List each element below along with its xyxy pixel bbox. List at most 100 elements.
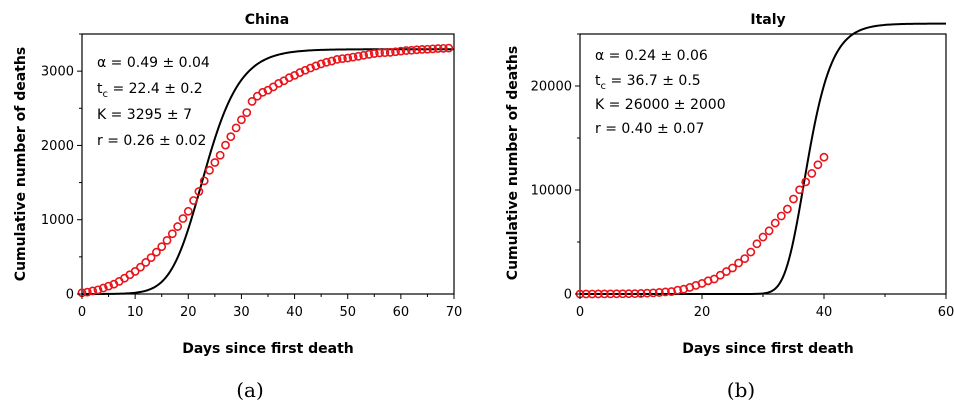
data-point — [104, 281, 113, 291]
data-point — [327, 56, 337, 66]
data-point — [375, 48, 384, 58]
x-axis-label: Days since first death — [682, 341, 854, 357]
x-tick-label: 40 — [816, 305, 833, 320]
data-point — [648, 288, 658, 298]
data-point — [199, 176, 209, 186]
data-point — [600, 289, 609, 299]
data-point — [819, 152, 829, 162]
data-point — [667, 287, 676, 296]
data-point — [194, 187, 204, 196]
x-tick-label: 30 — [233, 305, 250, 320]
data-point — [752, 239, 762, 249]
data-point — [369, 49, 379, 58]
data-point — [242, 108, 252, 117]
fit-curve — [580, 22, 947, 295]
data-point — [237, 115, 246, 125]
data-point — [311, 61, 321, 71]
data-point — [758, 232, 768, 242]
data-point — [801, 177, 811, 187]
data-point — [157, 242, 167, 252]
data-point — [740, 254, 750, 263]
x-tick-label: 60 — [393, 305, 410, 320]
data-point — [783, 204, 792, 214]
y-tick-label: 0 — [66, 288, 74, 303]
data-point — [348, 52, 358, 62]
data-point — [221, 140, 230, 150]
data-point — [385, 47, 395, 57]
data-point — [438, 43, 448, 53]
chart-china: China 0 10 20 30 40 50 60 70 0 1000 2000 3000 Days… — [13, 12, 462, 402]
data-point — [789, 194, 798, 204]
data-point — [343, 53, 353, 63]
param-k: K = 3295 ± 7 — [97, 107, 192, 123]
data-point — [407, 45, 416, 55]
data-point — [231, 123, 241, 133]
data-point — [776, 211, 786, 221]
y-tick-label: 10000 — [531, 184, 572, 199]
data-point — [636, 289, 646, 298]
data-point — [258, 87, 268, 97]
data-point — [380, 48, 390, 58]
data-point — [322, 57, 331, 67]
data-point — [813, 160, 823, 170]
data-point — [734, 258, 743, 268]
data-point — [359, 50, 369, 60]
data-point — [444, 43, 454, 53]
data-point — [189, 196, 198, 205]
data-point — [183, 206, 193, 216]
data-point — [396, 46, 406, 56]
param-tc: tc = 22.4 ± 0.2 — [97, 81, 203, 100]
data-point — [136, 262, 145, 272]
data-point — [807, 169, 817, 178]
subfigure-caption: (a) — [236, 378, 264, 402]
data-point — [654, 288, 664, 297]
x-tick-label: 20 — [694, 305, 711, 320]
param-k: K = 26000 ± 2000 — [595, 97, 726, 113]
data-point — [162, 235, 172, 245]
data-point — [151, 247, 161, 257]
data-point — [130, 267, 140, 276]
x-tick-label: 50 — [339, 305, 356, 320]
x-tick-label: 60 — [938, 305, 954, 320]
x-tick-label: 10 — [127, 305, 144, 320]
fit-parameters: α = 0.24 ± 0.06 tc = 36.7 ± 0.5 K = 2600… — [595, 48, 726, 137]
data-point — [205, 165, 214, 175]
data-point — [210, 158, 220, 167]
data-point — [630, 289, 640, 299]
data-point — [146, 253, 156, 262]
data-point — [423, 44, 432, 54]
fit-parameters: α = 0.49 ± 0.04 tc = 22.4 ± 0.2 K = 3295… — [97, 55, 210, 149]
data-point — [764, 226, 774, 236]
y-axis-label: Cumulative number of deaths — [505, 46, 521, 280]
data-point — [295, 68, 305, 77]
data-point — [795, 185, 804, 195]
data-point — [316, 59, 326, 69]
data-point — [417, 45, 427, 54]
param-r: r = 0.26 ± 0.02 — [97, 133, 206, 149]
data-point — [332, 55, 342, 64]
param-alpha: α = 0.24 ± 0.06 — [595, 48, 708, 64]
data-point — [618, 289, 628, 299]
data-point — [284, 73, 294, 83]
data-point — [606, 289, 615, 299]
x-tick-label: 0 — [576, 305, 584, 320]
data-point — [167, 229, 177, 239]
data-point — [215, 150, 225, 160]
data-point — [428, 44, 438, 54]
data-point — [612, 289, 621, 299]
param-alpha: α = 0.49 ± 0.04 — [97, 55, 210, 71]
data-point — [364, 49, 374, 59]
data-point — [433, 44, 443, 53]
data-point — [581, 289, 591, 299]
y-tick-label: 20000 — [531, 80, 572, 95]
data-point — [728, 263, 737, 273]
data-point — [391, 47, 400, 57]
data-point — [141, 258, 151, 267]
data-point — [306, 63, 315, 73]
y-axis-label: Cumulative number of deaths — [13, 47, 29, 281]
data-point — [661, 287, 670, 297]
data-point — [593, 289, 603, 299]
y-tick-label: 1000 — [41, 213, 74, 228]
data-point — [226, 132, 236, 142]
